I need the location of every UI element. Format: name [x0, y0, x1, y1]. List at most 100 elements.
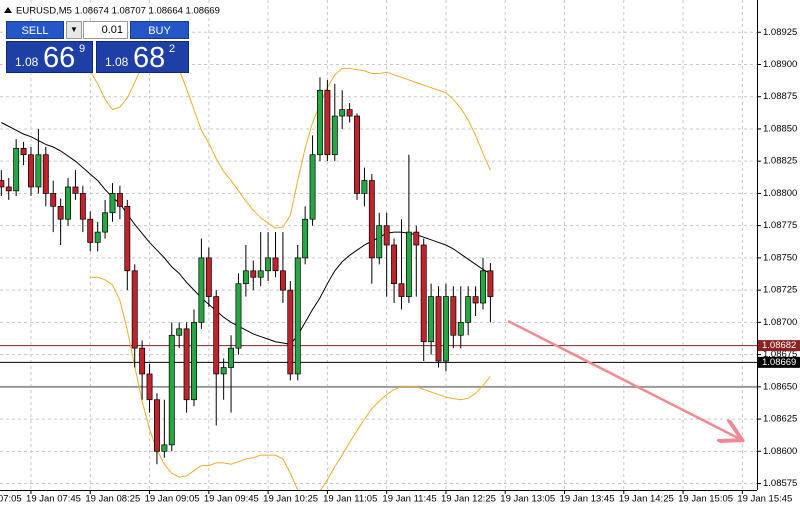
trend-arrow [507, 319, 740, 439]
candle-body [139, 347, 146, 375]
candle-body [250, 270, 257, 278]
candle-body [317, 89, 323, 156]
candle-body [465, 296, 472, 323]
y-tick-label: 1.08775 [763, 220, 797, 231]
candle-body [428, 296, 435, 343]
lot-input[interactable]: 0.01 [83, 21, 128, 39]
y-tick-label: 1.08700 [763, 317, 797, 328]
x-tick-label: 19 Jan 09:05 [145, 494, 200, 505]
y-tick-label: 1.08850 [763, 123, 797, 134]
candle-body [65, 186, 71, 220]
candle-body [435, 296, 442, 362]
candle-body [146, 373, 153, 401]
trade-panel: SELL ▼ 0.01 BUY 1.08 66 9 1.08 68 2 [5, 20, 189, 74]
bid-prefix: 1.08 [15, 55, 39, 69]
candle-body [279, 270, 286, 291]
candle-body [413, 231, 420, 246]
buy-button[interactable]: BUY [130, 21, 189, 39]
candle-body [242, 270, 249, 285]
candle-body [72, 186, 79, 194]
candle-body [5, 186, 12, 192]
candle-body [391, 244, 398, 285]
candle-body [154, 399, 160, 452]
candle-body [480, 270, 486, 304]
axes: 1.08575 1.08600 1.08625 1.08650 1.08675 1.087… [0, 27, 800, 505]
y-tick-label: 1.08800 [763, 188, 797, 199]
candle-body [339, 109, 346, 117]
candle-body [235, 283, 242, 349]
x-tick-label: 07:05 [0, 494, 22, 505]
candle-body [368, 180, 375, 259]
candle-body [0, 180, 5, 188]
y-tick-label: 1.08900 [763, 59, 797, 70]
candle-body [472, 296, 479, 304]
candle-body [376, 225, 383, 259]
sell-button[interactable]: SELL [6, 21, 64, 39]
y-tick-label: 1.08625 [763, 414, 797, 425]
x-tick-label: 19 Jan 07:45 [26, 494, 81, 505]
candle-body [20, 147, 27, 156]
candle-body [102, 212, 109, 233]
x-tick-label: 19 Jan 15:05 [678, 494, 733, 505]
candle-body [405, 231, 412, 297]
bid-quote[interactable]: 1.08 66 9 [6, 41, 93, 74]
candle-body [176, 328, 183, 336]
x-tick-label: 19 Jan 08:25 [85, 494, 140, 505]
price-level-label: 1.08682 [762, 340, 796, 351]
candle-body [450, 296, 457, 336]
candle-body [191, 322, 197, 401]
candle-body [398, 283, 405, 297]
candle-body [205, 257, 212, 297]
candle-body [331, 115, 338, 156]
candle-body [302, 218, 309, 259]
y-tick-label: 1.08875 [763, 91, 797, 102]
candle-body [161, 444, 168, 452]
bid-big: 66 [43, 42, 76, 74]
candle-body [94, 231, 101, 243]
candle-body [354, 115, 360, 194]
candle-body [257, 270, 264, 278]
x-tick-label: 19 Jan 13:45 [560, 494, 615, 505]
candle-body [220, 367, 227, 375]
candle-body [265, 257, 272, 272]
candle-body [13, 147, 20, 192]
candle-body [287, 289, 294, 375]
candle-body [50, 193, 57, 207]
ask-quote[interactable]: 1.08 68 2 [96, 41, 189, 74]
candle-body [346, 109, 353, 117]
candle-body [124, 205, 131, 272]
y-tick-label: 1.08750 [763, 252, 797, 263]
candle-body [309, 154, 316, 220]
candle-body [383, 225, 390, 246]
lot-dropdown[interactable]: ▼ [66, 21, 82, 39]
candle-body [324, 89, 331, 156]
y-tick-label: 1.08825 [763, 156, 797, 167]
candle-body [228, 347, 234, 368]
ask-prefix: 1.08 [105, 55, 129, 69]
y-tick-label: 1.08725 [763, 285, 797, 296]
candle-body [294, 257, 301, 375]
candle-body [420, 244, 427, 343]
x-tick-label: 19 Jan 10:25 [263, 494, 318, 505]
candle-body [116, 193, 123, 207]
y-tick-label: 1.08650 [763, 381, 797, 392]
y-tick-label: 1.08600 [763, 446, 797, 457]
candle-body [79, 193, 86, 220]
candle-body [442, 296, 449, 362]
candle-body [183, 328, 190, 401]
y-tick-label: 1.08925 [763, 27, 797, 38]
candle-body [272, 257, 279, 272]
candle-body [168, 334, 175, 446]
plot-area [0, 49, 757, 490]
candle-body [361, 180, 368, 194]
y-tick-label: 1.08575 [763, 478, 797, 489]
candle-body [87, 218, 94, 243]
x-tick-label: 19 Jan 12:25 [441, 494, 496, 505]
candle-body [57, 205, 64, 220]
x-tick-label: 19 Jan 15:45 [737, 494, 792, 505]
candle-body [35, 154, 42, 188]
candle-body [109, 193, 116, 214]
y-tick-label: 1.08675 [763, 349, 797, 360]
